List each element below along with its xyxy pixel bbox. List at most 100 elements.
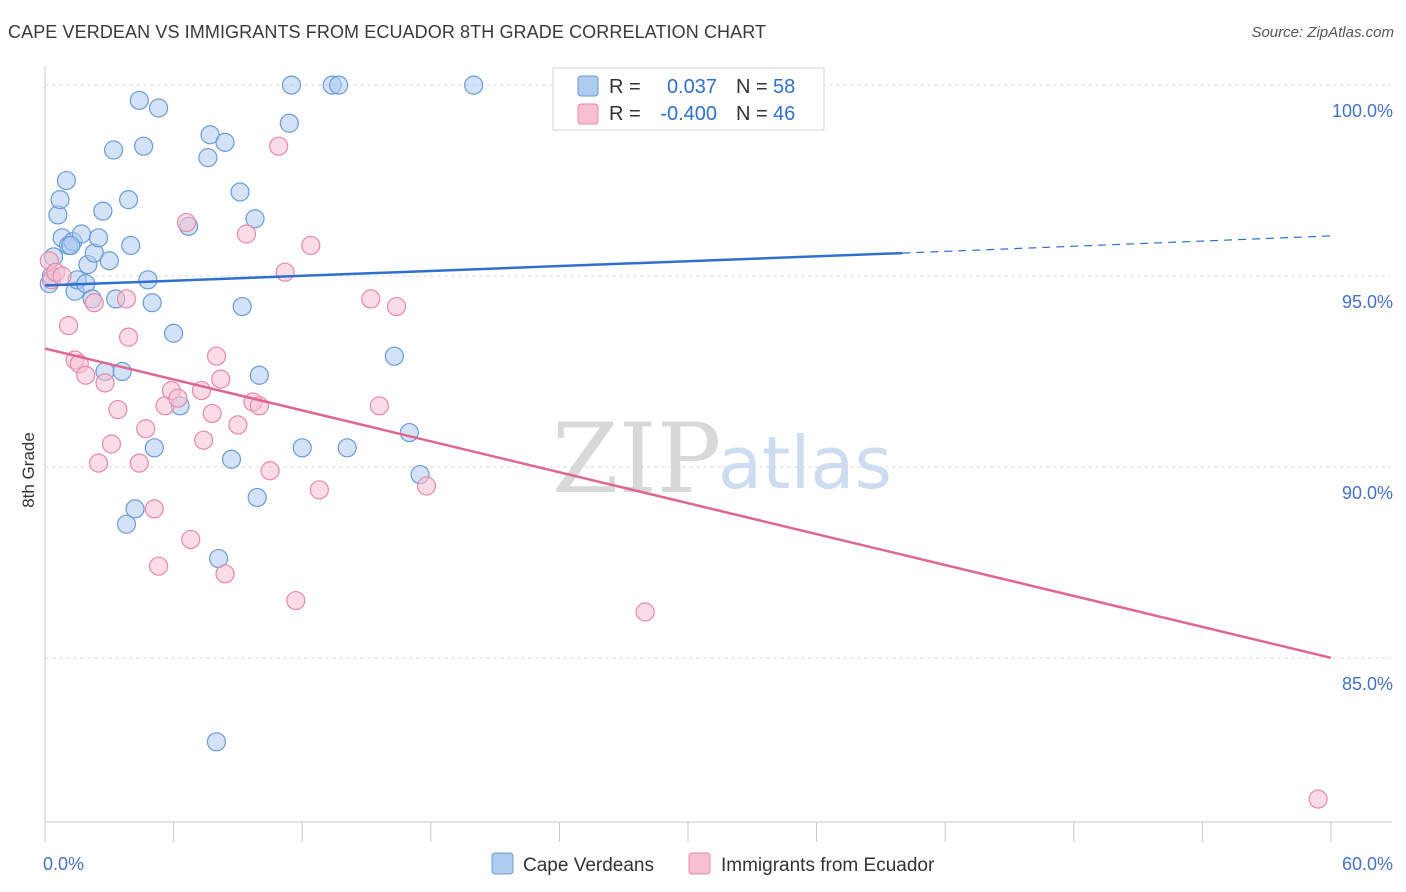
y-tick-label: 85.0% [1342, 674, 1393, 694]
data-point-cape-verdean [138, 270, 158, 290]
data-point-cape-verdean [103, 140, 124, 160]
data-point-ecuador [144, 499, 164, 519]
data-point-ecuador [84, 293, 104, 313]
data-point-ecuador [88, 453, 109, 473]
data-point-ecuador [76, 365, 96, 385]
data-point-ecuador [116, 289, 137, 309]
trend-lines [44, 235, 1332, 660]
legend-n-value-blue: 58 [773, 76, 795, 98]
y-tick-label: 95.0% [1342, 292, 1393, 312]
trend-line-immigrants-from-ecuador [44, 347, 1332, 660]
data-point-cape-verdean [164, 323, 184, 343]
data-point-ecuador [148, 556, 169, 576]
y-tick-label: 90.0% [1342, 483, 1393, 503]
data-point-cape-verdean [121, 235, 141, 256]
data-point-ecuador [309, 480, 329, 500]
data-point-ecuador [361, 289, 381, 309]
data-point-ecuador [101, 434, 122, 454]
data-point-cape-verdean [200, 125, 220, 145]
data-point-cape-verdean [50, 190, 70, 210]
data-point-ecuador [206, 346, 227, 366]
data-point-ecuador [176, 212, 197, 233]
data-point-ecuador [386, 296, 407, 317]
data-point-cape-verdean [148, 98, 169, 118]
data-point-cape-verdean [329, 75, 349, 95]
data-point-ecuador [228, 415, 248, 435]
source-credit: Source: ZipAtlas.com [1251, 24, 1394, 41]
data-point-ecuador [129, 453, 149, 473]
data-point-cape-verdean [232, 296, 252, 317]
tick-labels: 100.0% 95.0% 90.0% 85.0% 0.0% 60.0% [43, 101, 1393, 874]
legend-swatch-pink [577, 103, 599, 125]
data-point-cape-verdean [116, 514, 137, 534]
data-point-ecuador [95, 373, 115, 393]
data-point-cape-verdean [88, 228, 109, 248]
data-point-ecuador [635, 602, 655, 622]
data-point-ecuador [416, 476, 437, 496]
data-point-cape-verdean [99, 251, 119, 271]
data-point-ecuador [301, 235, 321, 256]
data-point-ecuador [181, 529, 201, 550]
data-point-cape-verdean [61, 235, 81, 256]
bottom-legend-label-immigrants-from-ecuador: Immigrants from Ecuador [721, 855, 935, 876]
data-point-ecuador [118, 327, 139, 347]
chart-title: CAPE VERDEAN VS IMMIGRANTS FROM ECUADOR … [8, 22, 767, 42]
legend-r-label-pink: R = [609, 103, 641, 125]
data-point-ecuador [260, 461, 280, 481]
bottom-legend-swatch-cape-verdeans [491, 852, 514, 875]
data-point-cape-verdean [125, 499, 145, 519]
watermark-atlas: atlas [718, 421, 892, 505]
legend-r-label-blue: R = [609, 76, 641, 98]
x-tick-label: 60.0% [1342, 854, 1393, 874]
data-point-cape-verdean [292, 438, 312, 458]
data-point-ecuador [58, 316, 79, 336]
series-immigrants-from-ecuador [39, 136, 1328, 809]
data-point-cape-verdean [144, 438, 164, 458]
trend-line-cape-verdeans-extension [902, 235, 1332, 254]
data-point-ecuador [202, 403, 222, 424]
grid-lines [45, 84, 1391, 659]
data-point-cape-verdean [464, 75, 484, 95]
data-point-cape-verdean [215, 132, 235, 152]
axes [44, 66, 1392, 842]
data-point-cape-verdean [337, 438, 357, 458]
data-point-cape-verdean [245, 209, 265, 229]
data-point-ecuador [215, 564, 235, 584]
bottom-legend-label-cape-verdeans: Cape Verdeans [523, 855, 654, 876]
data-point-ecuador [1308, 789, 1328, 809]
data-point-cape-verdean [56, 170, 77, 191]
trend-line-cape-verdeans [44, 251, 903, 287]
data-point-cape-verdean [118, 190, 139, 210]
legend-r-value-blue: 0.037 [667, 76, 717, 98]
data-point-cape-verdean [206, 732, 227, 752]
data-point-ecuador [211, 369, 231, 389]
y-axis-label: 8th Grade [19, 432, 38, 508]
watermark: ZIP atlas [552, 403, 892, 515]
data-point-cape-verdean [129, 90, 149, 110]
legend-r-value-pink: -0.400 [660, 103, 717, 125]
data-point-cape-verdean [142, 293, 162, 313]
data-point-cape-verdean [198, 148, 218, 168]
data-point-cape-verdean [384, 346, 404, 366]
data-point-cape-verdean [281, 75, 302, 95]
data-point-ecuador [275, 262, 295, 282]
legend-n-value-pink: 46 [773, 103, 795, 125]
watermark-zip: ZIP [552, 403, 721, 515]
data-point-ecuador [108, 400, 128, 420]
data-point-cape-verdean [221, 449, 242, 469]
data-point-cape-verdean [230, 182, 250, 202]
bottom-legend-swatch-immigrants-from-ecuador [688, 852, 711, 875]
data-point-ecuador [194, 430, 214, 450]
data-point-cape-verdean [247, 487, 267, 508]
data-point-cape-verdean [249, 365, 269, 385]
legend-n-label-pink: N = [736, 103, 768, 125]
legend-box: R = 0.037 N = 58 R = -0.400 N = 46 [552, 67, 825, 131]
data-point-ecuador [286, 590, 306, 611]
data-point-cape-verdean [93, 201, 113, 221]
data-point-ecuador [168, 388, 188, 408]
data-point-ecuador [52, 266, 72, 286]
data-point-ecuador [369, 396, 389, 416]
data-point-cape-verdean [279, 113, 299, 133]
data-point-cape-verdean [133, 136, 154, 156]
